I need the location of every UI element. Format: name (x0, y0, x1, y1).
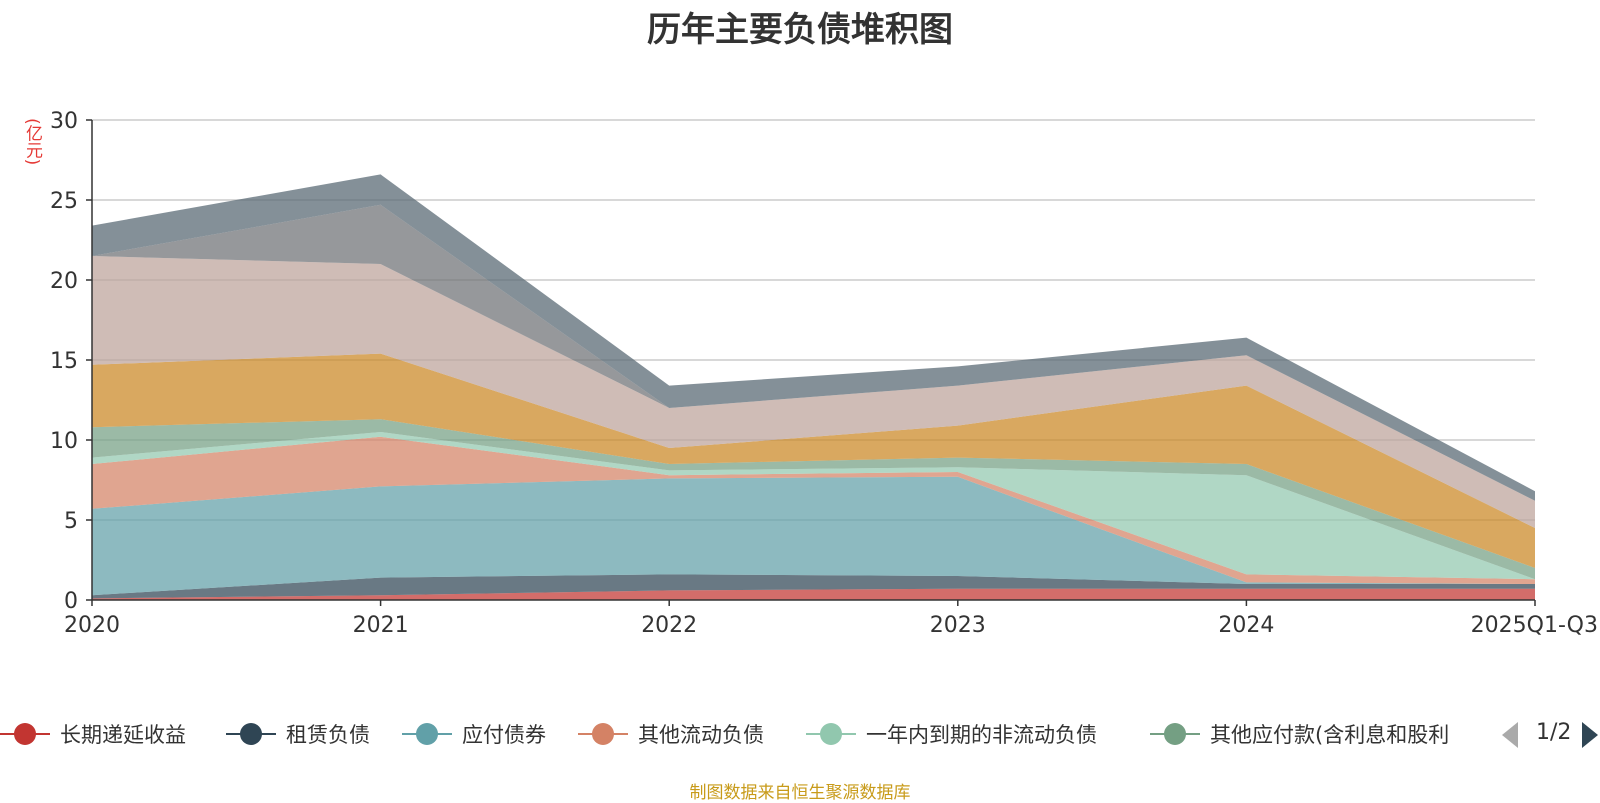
y-tick-labels: 0 5 10 15 20 25 30 (50, 109, 78, 614)
legend-marker-icon (402, 723, 452, 745)
area-series-6 (92, 419, 1535, 580)
x-tick-label: 2021 (353, 613, 409, 638)
legend: 长期递延收益 租赁负债 应付债券 其他流动负债 一年内到期的非流动负债 其他应付款(含利息… (0, 716, 1600, 752)
area-series (92, 174, 1535, 600)
legend-item[interactable]: 其他流动负债 (578, 716, 764, 752)
stacked-area-chart: 0 5 10 15 20 25 30 2020 2021 2022 2023 2024 2025Q1-… (50, 109, 1598, 638)
x-tick-label: 2025Q1-Q3 (1471, 613, 1598, 638)
y-tick-label: 0 (64, 589, 78, 614)
axes (86, 119, 1536, 606)
area-series-1 (92, 588, 1535, 600)
y-axis-unit-label: (亿元) (22, 118, 42, 166)
legend-next-arrow-icon[interactable] (1580, 720, 1600, 750)
area-series-3 (92, 476, 1535, 596)
legend-label: 租赁负债 (286, 723, 370, 747)
x-tick-label: 2024 (1218, 613, 1274, 638)
legend-page-indicator: 1/2 (1536, 720, 1572, 745)
chart-title: 历年主要负债堆积图 (647, 10, 953, 50)
data-source-note: 制图数据来自恒生聚源数据库 (689, 783, 911, 803)
area-series-9 (92, 204, 1535, 501)
area-series-2 (92, 574, 1535, 599)
y-tick-label: 30 (50, 109, 78, 134)
area-series-7 (92, 353, 1535, 568)
y-tick-label: 5 (64, 509, 78, 534)
legend-label: 其他应付款(含利息和股利 (1210, 723, 1450, 747)
y-tick-label: 15 (50, 349, 78, 374)
y-tick-label: 25 (50, 189, 78, 214)
legend-marker-icon (0, 723, 50, 745)
legend-item[interactable]: 应付债券 (402, 716, 546, 752)
legend-marker-icon (1150, 723, 1200, 745)
area-series-5 (92, 432, 1535, 580)
legend-marker-icon (806, 723, 856, 745)
legend-item[interactable]: 其他应付款(含利息和股利 (1150, 716, 1449, 752)
y-tick-label: 10 (50, 429, 78, 454)
y-tick-label: 20 (50, 269, 78, 294)
legend-item[interactable]: 长期递延收益 (0, 716, 186, 752)
legend-label: 一年内到期的非流动负债 (866, 723, 1097, 747)
legend-marker-icon (578, 723, 628, 745)
x-tick-labels: 2020 2021 2022 2023 2024 2025Q1-Q3 (64, 613, 1598, 638)
legend-item[interactable]: 租赁负债 (226, 716, 370, 752)
area-series-4 (92, 436, 1535, 584)
area-series-8 (92, 256, 1535, 528)
x-tick-label: 2023 (930, 613, 986, 638)
legend-label: 应付债券 (462, 723, 546, 747)
area-series-10 (92, 174, 1535, 501)
legend-label: 长期递延收益 (60, 723, 186, 747)
x-tick-label: 2020 (64, 613, 120, 638)
legend-item[interactable]: 一年内到期的非流动负债 (806, 716, 1097, 752)
legend-prev-arrow-icon[interactable] (1500, 720, 1520, 750)
legend-label: 其他流动负债 (638, 723, 764, 747)
legend-marker-icon (226, 723, 276, 745)
x-tick-label: 2022 (641, 613, 697, 638)
legend-pager: 1/2 (1500, 716, 1600, 752)
